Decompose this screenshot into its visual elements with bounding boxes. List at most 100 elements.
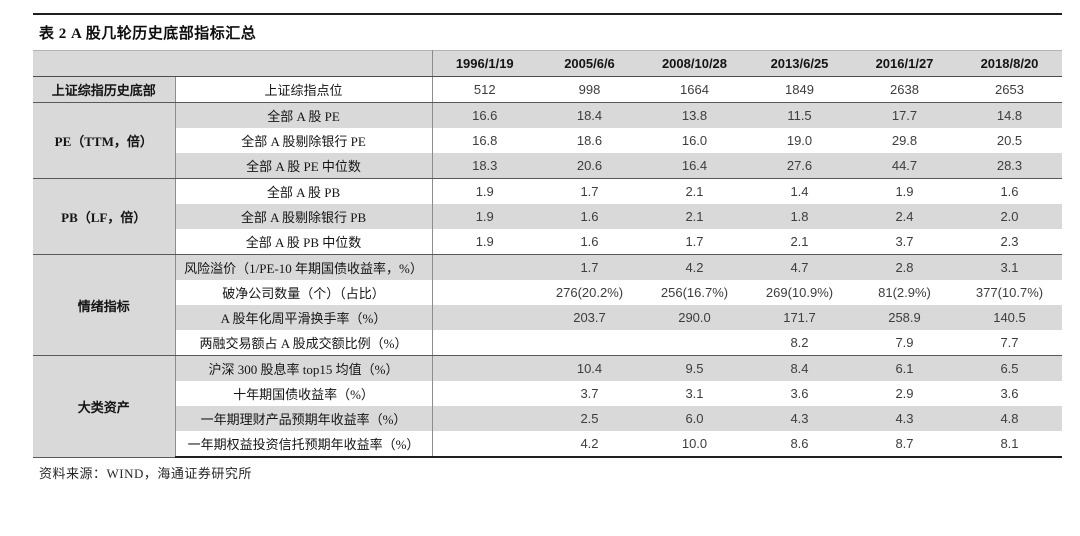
- group-label-cell: PE（TTM，倍）: [33, 102, 176, 179]
- value-cell: 3.1: [957, 254, 1062, 280]
- table-row: 情绪指标 风险溢价（1/PE-10 年期国债收益率，%） 1.7 4.2 4.7 2.8 3…: [33, 254, 1062, 356]
- value-cell: 13.8: [642, 102, 747, 128]
- value-cell: [432, 355, 537, 381]
- table-header: 1996/1/19 2005/6/6 2008/10/28 2013/6/25 2016…: [33, 50, 1062, 77]
- table-row: 全部 A 股剔除银行 PE 16.8 18.6 16.0 19.0 29.8 20.5: [33, 128, 1062, 153]
- value-cell: 10.0: [642, 431, 747, 458]
- value-cell: 4.3: [747, 406, 852, 431]
- value-cell: 4.2: [537, 431, 642, 458]
- value-cell: [642, 330, 747, 356]
- value-cell: 6.5: [957, 355, 1062, 381]
- value-cell: 140.5: [957, 305, 1062, 330]
- value-cell: 19.0: [786, 133, 813, 148]
- row-label-cell: 十年期国债收益率（%）: [175, 381, 433, 406]
- value-cell: 3.6: [790, 386, 809, 401]
- value-cell: 1.6: [1000, 184, 1019, 199]
- table-row: 全部 A 股 PE 中位数 18.3 20.6 16.4 27.6 44.7 28.3: [33, 153, 1062, 179]
- row-label-cell: 全部 A 股 PB: [175, 178, 433, 204]
- value-cell: [432, 254, 537, 280]
- value-cell: 18.3: [432, 153, 537, 179]
- value-cell: 2.8: [852, 254, 957, 280]
- value-cell: 256(16.7%): [660, 285, 729, 300]
- value-cell: 1.9: [432, 204, 537, 229]
- value-cell: 1.9: [475, 184, 494, 199]
- value-cell: 3.7: [580, 386, 599, 401]
- value-cell: 4.3: [852, 406, 957, 431]
- table-row: 全部 A 股剔除银行 PB 1.9 1.6 2.1 1.8 2.4 2.0: [33, 204, 1062, 229]
- table-row: 两融交易额占 A 股成交额比例（%） 8.2 7.9 7.7: [33, 330, 1062, 356]
- date-column-header: 2008/10/28: [642, 50, 747, 77]
- indicators-table: 1996/1/19 2005/6/6 2008/10/28 2013/6/25 2016…: [33, 50, 1062, 458]
- table-body: 上证综指历史底部 上证综指点位 512 998 1664 1849 2638 2653 PE（T…: [33, 76, 1062, 458]
- value-cell: 2.4: [852, 204, 957, 229]
- value-cell: 29.8: [891, 133, 918, 148]
- title-top-rule: [33, 13, 1062, 15]
- value-cell: 3.6: [1000, 386, 1019, 401]
- value-cell: [432, 406, 537, 431]
- table-row: 破净公司数量（个）（占比） 276(20.2%) 256(16.7%) 269(10.…: [33, 280, 1062, 305]
- value-cell: 269(10.9%): [765, 285, 834, 300]
- value-cell: 2.5: [537, 406, 642, 431]
- value-cell: 8.1: [957, 431, 1062, 458]
- group-label-cell: PB（LF，倍）: [33, 178, 176, 255]
- value-cell: 3.7: [852, 229, 957, 255]
- value-cell: 377(10.7%): [975, 285, 1044, 300]
- row-label-cell: 全部 A 股 PB 中位数: [175, 229, 433, 255]
- table-row: 全部 A 股 PB 中位数 1.9 1.6 1.7 2.1 3.7 2.3: [33, 229, 1062, 255]
- date-column-header: 1996/1/19: [432, 50, 537, 77]
- value-cell: 258.9: [852, 305, 957, 330]
- value-cell: 20.6: [537, 153, 642, 179]
- value-cell: 28.3: [957, 153, 1062, 179]
- table-title: 表 2 A 股几轮历史底部指标汇总: [39, 26, 257, 42]
- table-row: 十年期国债收益率（%） 3.7 3.1 3.6 2.9 3.6: [33, 381, 1062, 406]
- value-cell: 4.2: [642, 254, 747, 280]
- value-cell: 1.7: [642, 229, 747, 255]
- value-cell: 9.5: [642, 355, 747, 381]
- group-label-cell: 情绪指标: [33, 254, 176, 356]
- value-cell: 8.2: [747, 330, 852, 356]
- value-cell: 4.7: [747, 254, 852, 280]
- value-cell: 16.4: [642, 153, 747, 179]
- date-column-header: 2016/1/27: [852, 50, 957, 77]
- value-cell: 171.7: [747, 305, 852, 330]
- row-label-cell: 破净公司数量（个）（占比）: [175, 280, 433, 305]
- value-cell: 1.7: [580, 184, 599, 199]
- row-label-cell: A 股年化周平滑换手率（%）: [175, 305, 433, 330]
- value-cell: 512: [432, 76, 537, 103]
- value-cell: 1.8: [747, 204, 852, 229]
- value-cell: 2.1: [685, 184, 704, 199]
- value-cell: 1.7: [537, 254, 642, 280]
- value-cell: 2638: [852, 76, 957, 103]
- row-label-cell: 全部 A 股 PE: [175, 102, 433, 128]
- value-cell: 1.9: [895, 184, 914, 199]
- value-cell: 16.6: [432, 102, 537, 128]
- value-cell: 16.8: [472, 133, 498, 148]
- table-row: A 股年化周平滑换手率（%） 203.7 290.0 171.7 258.9 140.5: [33, 305, 1062, 330]
- value-cell: [432, 330, 537, 356]
- group-label-cell: 大类资产: [33, 355, 176, 458]
- table-row: 一年期权益投资信托预期年收益率（%） 4.2 10.0 8.6 8.7 8.1: [33, 431, 1062, 458]
- table-row: 大类资产 沪深 300 股息率 top15 均值（%） 10.4 9.5 8.4 6.1 6…: [33, 355, 1062, 458]
- value-cell: 1849: [747, 76, 852, 103]
- row-label-cell: 一年期权益投资信托预期年收益率（%）: [175, 431, 433, 458]
- date-column-header: 2013/6/25: [747, 50, 852, 77]
- table-header-row: 1996/1/19 2005/6/6 2008/10/28 2013/6/25 2016…: [33, 50, 1062, 77]
- value-cell: 44.7: [852, 153, 957, 179]
- value-cell: [537, 330, 642, 356]
- value-cell: 2653: [957, 76, 1062, 103]
- date-column-header: 2005/6/6: [537, 50, 642, 77]
- value-cell: 3.1: [685, 386, 704, 401]
- value-cell: 11.5: [747, 102, 852, 128]
- value-cell: 27.6: [747, 153, 852, 179]
- row-label-cell: 全部 A 股 PE 中位数: [175, 153, 433, 179]
- value-cell: [432, 305, 537, 330]
- value-cell: 7.7: [957, 330, 1062, 356]
- value-cell: 16.0: [681, 133, 708, 148]
- table-row: 上证综指历史底部 上证综指点位 512 998 1664 1849 2638 2653: [33, 76, 1062, 103]
- value-cell: 276(20.2%): [555, 285, 624, 300]
- value-cell: 290.0: [642, 305, 747, 330]
- value-cell: 81(2.9%): [878, 285, 931, 300]
- header-blank-cell: [33, 50, 433, 77]
- value-cell: 2.1: [747, 229, 852, 255]
- table-row: PB（LF，倍） 全部 A 股 PB 1.9 1.7 2.1 1.4 1.9 1.6: [33, 178, 1062, 255]
